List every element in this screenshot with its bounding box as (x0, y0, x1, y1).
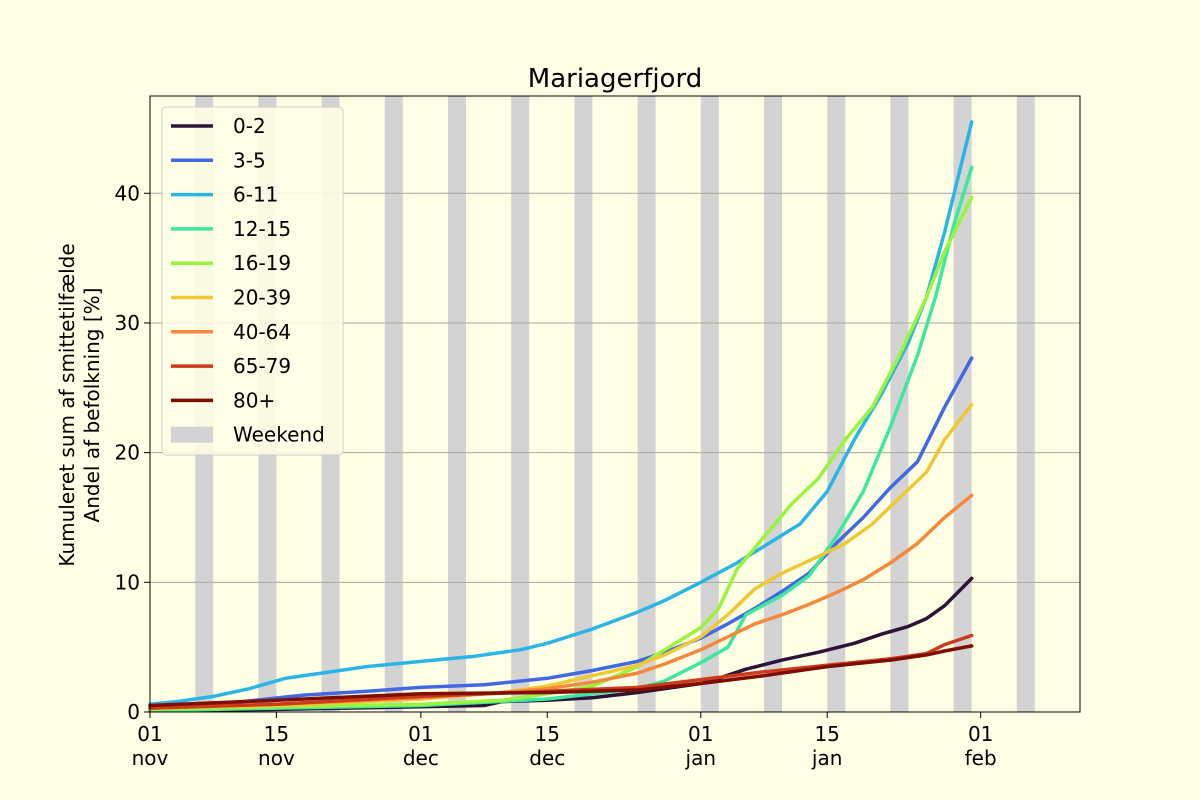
series-line-12-15 (148, 165, 974, 713)
x-tick-month: dec (403, 746, 439, 770)
series-lines (148, 120, 974, 713)
x-tick-month: jan (811, 746, 843, 770)
legend-label: 0-2 (233, 114, 266, 138)
y-tick-label: 30 (115, 311, 140, 335)
series-line-6-11 (148, 120, 974, 706)
legend-label: 12-15 (233, 217, 291, 241)
legend-label: 65-79 (233, 354, 291, 378)
y-axis: 0 10 20 30 40 (115, 181, 150, 724)
x-tick-month: feb (965, 746, 997, 770)
weekend-band (827, 96, 846, 712)
x-tick-day: 01 (968, 722, 993, 746)
series-line-16-19 (148, 195, 974, 712)
x-tick-day: 15 (814, 722, 839, 746)
x-tick-day: 15 (264, 722, 289, 746)
legend-label: 3-5 (233, 148, 266, 172)
legend-label-weekend: Weekend (233, 423, 325, 447)
y-tick-label: 20 (115, 441, 140, 465)
y-tick-label: 40 (115, 181, 140, 205)
plot-frame (149, 95, 1081, 713)
weekend-band (763, 96, 783, 712)
weekend-band (447, 96, 467, 712)
x-tick-day: 15 (535, 722, 560, 746)
chart-title: Mariagerfjord (528, 64, 702, 94)
legend-label: 16-19 (233, 251, 291, 275)
weekend-band (511, 96, 530, 712)
y-tick-label: 0 (127, 700, 140, 724)
series-line-65-79 (148, 633, 974, 710)
weekend-band (700, 96, 719, 712)
x-tick-day: 01 (137, 722, 162, 746)
weekend-band (637, 96, 656, 712)
x-tick-month: nov (132, 746, 169, 770)
x-tick-day: 01 (688, 722, 713, 746)
legend-label: 20-39 (233, 286, 291, 310)
x-tick-day: 01 (408, 722, 433, 746)
x-tick-month: nov (258, 746, 295, 770)
y-tick-label: 10 (115, 570, 140, 594)
x-tick-month: jan (685, 746, 717, 770)
weekend-band (574, 96, 593, 712)
series-line-80+ (148, 644, 974, 708)
x-tick-month: dec (529, 746, 565, 770)
weekend-band (384, 96, 403, 712)
legend-label: 40-64 (233, 320, 291, 344)
legend-swatch-weekend (171, 426, 213, 443)
weekend-band (1016, 96, 1035, 712)
weekend-band (953, 96, 972, 712)
y-axis-label-line2: Andel af befolkning [%] (80, 288, 104, 523)
legend: 0-2 3-5 6-11 12-15 16-19 20-39 40-64 65-79 80+ We… (161, 106, 344, 456)
legend-label: 6-11 (233, 183, 278, 207)
legend-label: 80+ (233, 388, 275, 412)
y-axis-label-line1: Kumuleret sum af smittetilfælde (55, 243, 79, 566)
